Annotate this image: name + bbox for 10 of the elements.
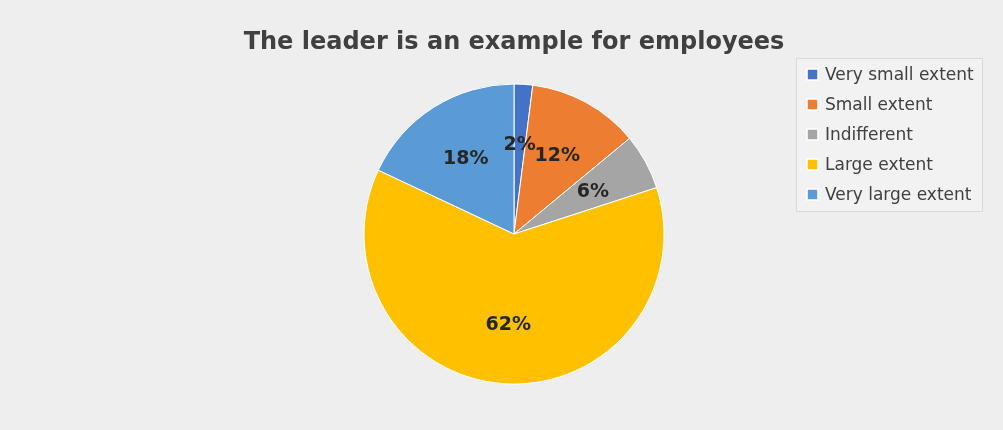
data-label: 12% <box>534 143 581 166</box>
legend-label: Very large extent <box>825 183 972 204</box>
legend-label: Large extent <box>825 153 934 174</box>
data-label: 6% <box>576 178 609 201</box>
legend-label: Indifferent <box>825 123 914 144</box>
legend-label: Very small extent <box>825 63 975 84</box>
data-label: 18% <box>443 146 489 169</box>
legend-label: Small extent <box>825 93 933 114</box>
chart-title: The leader is an example for employees <box>243 27 785 55</box>
data-label: 62% <box>485 311 532 334</box>
